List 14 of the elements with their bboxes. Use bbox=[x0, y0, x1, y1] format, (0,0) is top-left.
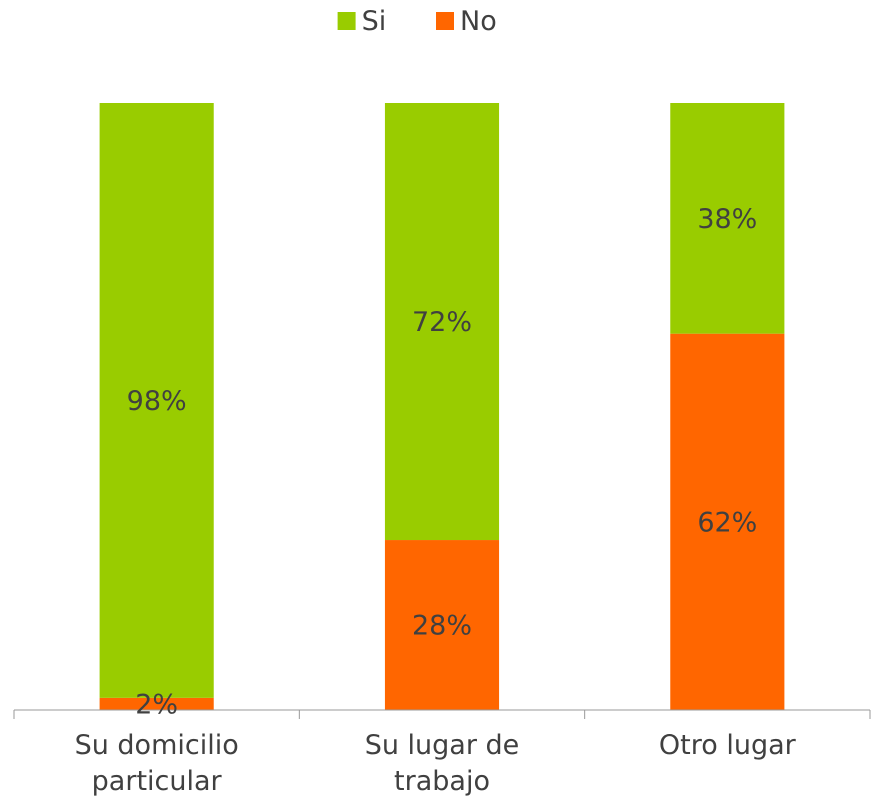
data-label: 38% bbox=[697, 204, 758, 235]
x-tick-label: Su domicilio particular bbox=[74, 730, 239, 797]
data-label: 72% bbox=[412, 306, 472, 338]
bar bbox=[670, 334, 784, 710]
data-label: 98% bbox=[126, 386, 187, 417]
data-label: 28% bbox=[412, 610, 472, 642]
bar bbox=[670, 103, 784, 334]
legend-label: Si bbox=[362, 6, 386, 37]
legend-label: No bbox=[460, 6, 497, 37]
bar bbox=[384, 540, 500, 710]
x-tick-label: Su lugar de trabajo bbox=[364, 730, 520, 797]
x-tick-label: Otro lugar bbox=[658, 730, 797, 761]
data-label: 62% bbox=[697, 507, 758, 538]
bar bbox=[384, 103, 500, 540]
